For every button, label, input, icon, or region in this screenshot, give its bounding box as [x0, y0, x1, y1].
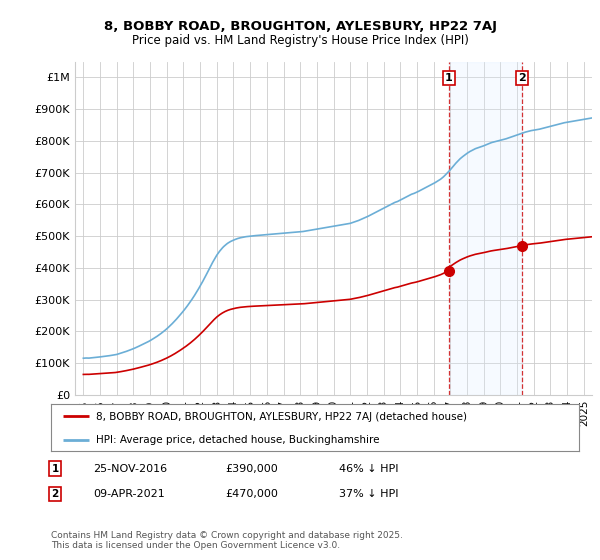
Bar [449, 62, 521, 395]
Text: 1: 1 [445, 73, 452, 83]
Text: 25-NOV-2016: 25-NOV-2016 [93, 464, 167, 474]
Text: Contains HM Land Registry data © Crown copyright and database right 2025.
This d: Contains HM Land Registry data © Crown c… [51, 531, 403, 550]
Text: 1: 1 [52, 464, 59, 474]
Text: Price paid vs. HM Land Registry's House Price Index (HPI): Price paid vs. HM Land Registry's House … [131, 34, 469, 46]
Text: £390,000: £390,000 [225, 464, 278, 474]
Text: 2: 2 [518, 73, 526, 83]
Text: 8, BOBBY ROAD, BROUGHTON, AYLESBURY, HP22 7AJ (detached house): 8, BOBBY ROAD, BROUGHTON, AYLESBURY, HP2… [96, 412, 467, 422]
Text: 46% ↓ HPI: 46% ↓ HPI [339, 464, 398, 474]
Text: 2: 2 [52, 489, 59, 499]
Text: 09-APR-2021: 09-APR-2021 [93, 489, 165, 499]
Text: 8, BOBBY ROAD, BROUGHTON, AYLESBURY, HP22 7AJ: 8, BOBBY ROAD, BROUGHTON, AYLESBURY, HP2… [104, 20, 497, 32]
Text: £470,000: £470,000 [225, 489, 278, 499]
Text: HPI: Average price, detached house, Buckinghamshire: HPI: Average price, detached house, Buck… [96, 435, 379, 445]
Text: 37% ↓ HPI: 37% ↓ HPI [339, 489, 398, 499]
